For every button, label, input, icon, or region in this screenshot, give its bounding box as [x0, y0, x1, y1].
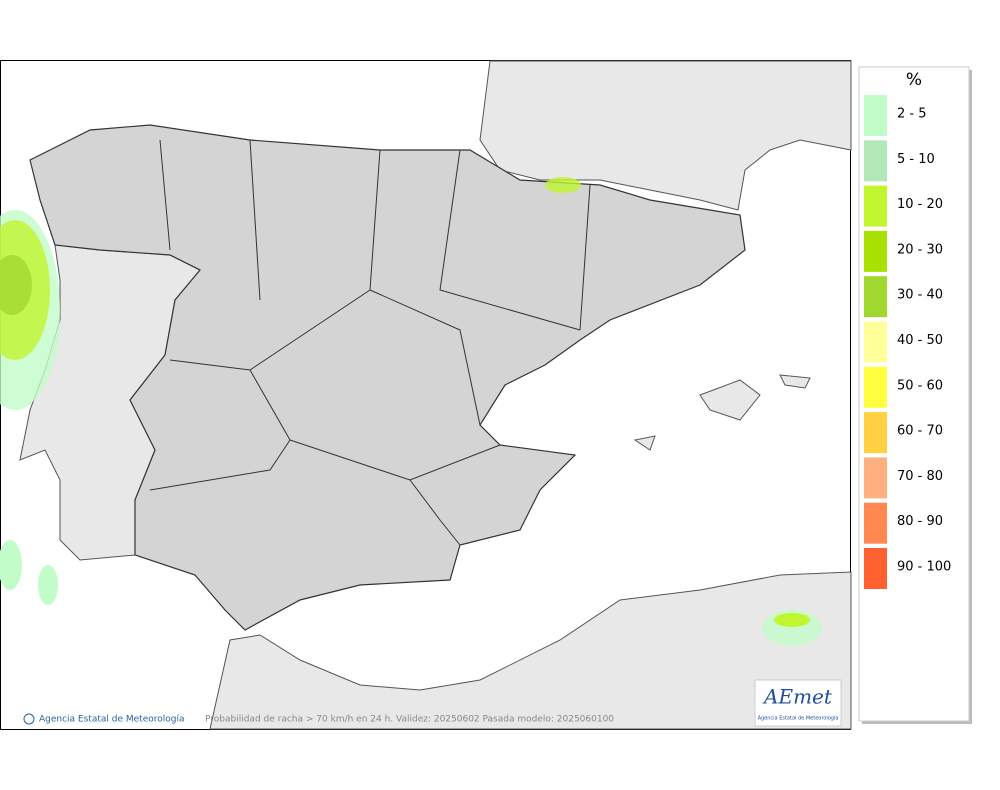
legend-swatch: [864, 140, 887, 182]
probability-areas: [0, 177, 822, 646]
legend-label: 10 - 20: [897, 197, 943, 212]
legend-swatch: [864, 95, 887, 136]
legend-label: 30 - 40: [897, 288, 943, 303]
legend-swatch: [864, 412, 887, 454]
legend-swatch: [864, 276, 887, 318]
legend-swatch: [864, 548, 887, 589]
credit: Agencia Estatal de Meteorología: [39, 715, 185, 725]
caption: Probabilidad de racha > 70 km/h en 24 h.…: [205, 715, 614, 725]
legend-label: 90 - 100: [897, 560, 951, 575]
logo-box: [754, 679, 842, 727]
area: [545, 177, 581, 193]
area: [774, 613, 810, 627]
legend-swatch: [864, 502, 887, 544]
legend-label: 40 - 50: [897, 333, 943, 348]
logo-subtitle: Agencia Estatal de Meteorología: [758, 715, 839, 722]
legend-swatch: [864, 366, 887, 408]
legend: % 2 - 5 5 - 10 10 - 20 20 - 30 30 - 40 40 - 5…: [858, 66, 972, 724]
area: [0, 255, 32, 315]
legend-label: 80 - 90: [897, 514, 943, 529]
area: [38, 565, 58, 605]
region-borders: [149, 139, 591, 546]
legend-label: 20 - 30: [897, 242, 943, 257]
map: Agencia Estatal de Meteorología Probabil…: [0, 60, 852, 730]
legend-label: 2 - 5: [897, 107, 927, 122]
legend-label: 70 - 80: [897, 469, 943, 484]
legend-swatch: [864, 185, 887, 227]
legend-label: 5 - 10: [897, 152, 935, 167]
legend-label: 50 - 60: [897, 378, 943, 393]
legend-swatch: [864, 457, 887, 499]
balearic-islands: [633, 374, 811, 451]
logo: AEmet: [762, 685, 833, 709]
legend-label: 60 - 70: [897, 424, 943, 439]
area: [0, 540, 22, 590]
legend-swatch: [864, 230, 887, 272]
legend-title: %: [906, 70, 922, 90]
copyright-icon: [23, 713, 35, 725]
legend-swatch: [864, 321, 887, 363]
africa: [209, 571, 852, 730]
